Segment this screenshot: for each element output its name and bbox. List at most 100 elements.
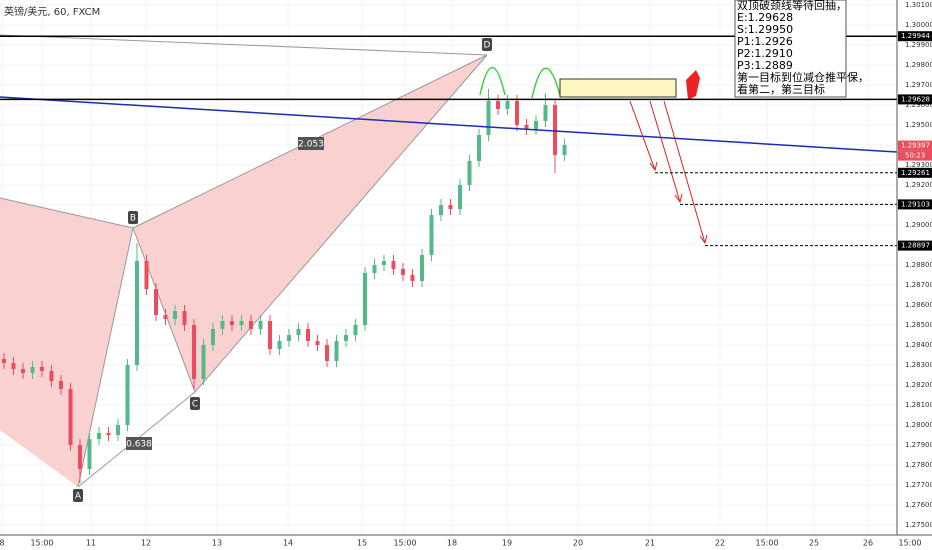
price-label: 1.28897 — [901, 242, 930, 250]
candle-body — [514, 101, 519, 125]
candle-body — [334, 341, 339, 361]
rocket-icon — [686, 70, 700, 100]
candle-body — [125, 365, 130, 425]
y-tick-label: 1.28700 — [905, 281, 932, 289]
x-tick-label: 18 — [447, 539, 457, 548]
candle-body — [362, 273, 367, 325]
candle-body — [343, 335, 348, 341]
candle-body — [144, 261, 149, 289]
note-line: P2:1.2910 — [737, 47, 793, 60]
y-tick-label: 1.29700 — [905, 81, 932, 89]
label-bg — [128, 211, 138, 224]
pattern-xd — [0, 34, 488, 56]
x-tick-label: 12 — [141, 539, 151, 548]
point-label: D — [484, 41, 491, 51]
candle-body — [543, 105, 548, 121]
candle-body — [239, 321, 244, 325]
y-tick-label: 1.27800 — [905, 461, 932, 469]
candle-body — [277, 341, 282, 349]
point-label: C — [192, 400, 198, 410]
candle-body — [210, 329, 215, 345]
note-line: P1:1.2926 — [737, 35, 793, 48]
neckline — [0, 96, 898, 153]
label-bg — [298, 137, 324, 150]
y-tick-label: 1.28400 — [905, 341, 932, 349]
x-tick-label: 20 — [573, 539, 583, 548]
price-label: 1.29261 — [901, 169, 930, 177]
candles — [1, 89, 567, 483]
x-tick-label: 15:00 — [393, 539, 416, 548]
candle-body — [486, 101, 491, 135]
price-label-bg — [898, 94, 932, 105]
label-bg — [73, 489, 83, 502]
candle-body — [429, 215, 434, 255]
candle-body — [467, 161, 472, 185]
candle-body — [172, 311, 177, 319]
x-tick-label: 15:00 — [756, 539, 779, 548]
candle-body — [87, 439, 92, 469]
candle-body — [229, 321, 234, 325]
candle-body — [163, 315, 168, 319]
candle-body — [324, 345, 329, 361]
note-line: 第一目标到位减仓推平保， — [737, 70, 869, 84]
note-line: 看第二，第三目标 — [737, 82, 825, 96]
candle-body — [191, 325, 196, 379]
candle-body — [258, 321, 263, 329]
x-tick-label: 14 — [283, 539, 293, 548]
label-bg — [126, 437, 152, 450]
y-tick-label: 1.29000 — [905, 221, 932, 229]
candle-body — [410, 275, 415, 281]
candle-body — [524, 125, 529, 129]
ratio-labels: 2.053 0.638 A B C D — [73, 38, 492, 502]
candle-body — [562, 145, 567, 155]
candle-body — [96, 433, 101, 439]
y-tick-label: 1.29500 — [905, 121, 932, 129]
price-axis-bg — [897, 0, 932, 550]
x-tick-label: 19 — [502, 539, 512, 548]
y-tick-label: 1.28100 — [905, 401, 932, 409]
y-tick-label: 1.27600 — [905, 501, 932, 509]
candle-body — [248, 321, 253, 329]
x-tick-label: 15:00 — [898, 539, 921, 548]
y-tick-label: 1.30100 — [905, 1, 932, 9]
candle-body — [305, 329, 310, 341]
ratio-label: 0.638 — [126, 440, 152, 450]
candle-body — [77, 445, 82, 469]
point-label: A — [75, 492, 82, 502]
label-bg — [190, 397, 200, 410]
x-tick-label: 21 — [645, 539, 655, 548]
price-label-bg — [898, 240, 932, 251]
candle-body — [1, 359, 6, 363]
price-label-bg — [898, 31, 932, 42]
candle-body — [448, 205, 453, 209]
candle-body — [315, 341, 320, 345]
candle-body — [153, 289, 158, 315]
pattern-bcd — [133, 55, 487, 392]
candle-body — [552, 105, 557, 155]
candle-body — [419, 255, 424, 281]
top-arc — [479, 66, 506, 96]
note-line: 双顶破颈线等待回抽， — [737, 0, 847, 12]
candle-body — [372, 265, 377, 273]
point-label: B — [130, 214, 136, 224]
candle-body — [39, 367, 44, 371]
candle-body — [182, 311, 187, 325]
y-tick-label: 1.28200 — [905, 381, 932, 389]
y-tick-label: 1.28000 — [905, 421, 932, 429]
candle-body — [391, 261, 396, 269]
candle-body — [438, 205, 443, 215]
candle-body — [220, 321, 225, 329]
ratio-label: 2.053 — [298, 140, 324, 150]
candle-body — [11, 363, 16, 369]
candle-body — [381, 261, 386, 265]
note-line: P3:1.2889 — [737, 59, 793, 72]
countdown-label: 50:23 — [905, 152, 925, 160]
price-label-bg — [898, 150, 932, 161]
top-arc — [531, 67, 561, 99]
candle-body — [58, 381, 63, 389]
candle-body — [49, 371, 54, 381]
y-tick-label: 1.30000 — [905, 21, 932, 29]
y-tick-label: 1.29800 — [905, 61, 932, 69]
